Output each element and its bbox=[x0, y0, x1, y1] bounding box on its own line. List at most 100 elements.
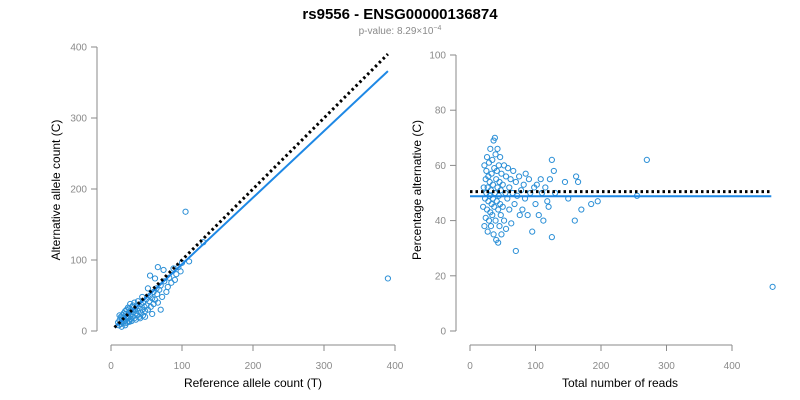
left-x-tick-label: 400 bbox=[387, 361, 404, 372]
left-data-point bbox=[141, 313, 149, 320]
right-data-point bbox=[488, 170, 495, 177]
right-data-point bbox=[506, 184, 513, 191]
right-data-point bbox=[510, 167, 517, 175]
right-data-point bbox=[489, 211, 496, 219]
right-data-point bbox=[495, 206, 502, 213]
right-data-point bbox=[512, 247, 519, 255]
right-data-point bbox=[769, 283, 776, 290]
left-x-tick-label: 100 bbox=[174, 361, 191, 372]
right-data-point bbox=[532, 200, 539, 208]
right-x-tick-label: 0 bbox=[467, 361, 473, 372]
right-data-point bbox=[482, 214, 489, 221]
right-data-point bbox=[594, 198, 601, 205]
right-data-point bbox=[497, 211, 504, 219]
left-data-point bbox=[144, 285, 152, 292]
left-data-point bbox=[177, 268, 184, 275]
left-x-ticks: 0 100 200 300 400 bbox=[108, 345, 404, 372]
right-y-tick-label: 40 bbox=[435, 216, 447, 227]
left-x-axis-label: Reference allele count (T) bbox=[184, 376, 322, 390]
right-data-point bbox=[492, 217, 499, 224]
right-data-point bbox=[537, 176, 544, 183]
right-data-point bbox=[485, 159, 493, 166]
right-y-tick-label: 0 bbox=[440, 327, 446, 338]
right-data-point bbox=[494, 145, 501, 152]
right-data-point bbox=[502, 173, 510, 180]
right-y-tick-label: 100 bbox=[429, 51, 446, 62]
left-y-ticks: 0 100 200 300 400 bbox=[70, 43, 97, 338]
right-x-tick-label: 100 bbox=[527, 361, 544, 372]
right-data-point bbox=[561, 178, 569, 186]
right-data-point bbox=[490, 231, 497, 238]
left-data-point bbox=[151, 275, 159, 282]
right-data-point bbox=[520, 181, 527, 188]
right-data-point bbox=[493, 198, 500, 205]
right-data-point bbox=[529, 228, 536, 235]
right-data-point bbox=[516, 211, 523, 219]
right-lines bbox=[470, 190, 772, 198]
right-data-point bbox=[498, 170, 505, 177]
right-data-point bbox=[540, 217, 547, 224]
left-y-tick-label: 400 bbox=[70, 43, 87, 54]
left-points bbox=[115, 208, 391, 330]
right-points bbox=[480, 134, 776, 290]
right-data-point bbox=[507, 176, 514, 183]
right-data-point bbox=[506, 206, 513, 213]
right-data-point bbox=[502, 225, 510, 232]
right-data-point bbox=[500, 217, 508, 224]
right-data-point bbox=[487, 223, 495, 230]
right-data-point bbox=[491, 134, 498, 141]
subtitle-prefix: p-value: 8.29×10 bbox=[359, 26, 434, 37]
right-data-point bbox=[493, 167, 500, 175]
right-data-point bbox=[487, 145, 494, 152]
right-data-point bbox=[516, 173, 523, 180]
right-y-ticks: 0 20 40 60 80 100 bbox=[429, 51, 456, 338]
right-data-point bbox=[548, 234, 555, 241]
right-data-point bbox=[573, 173, 580, 180]
left-data-point bbox=[157, 306, 164, 313]
right-data-point bbox=[498, 231, 505, 238]
right-data-point bbox=[481, 162, 488, 169]
subtitle-exponent: −4 bbox=[433, 25, 441, 32]
right-data-point bbox=[496, 223, 503, 230]
right-data-point bbox=[486, 178, 493, 186]
left-y-tick-label: 300 bbox=[70, 114, 87, 125]
left-data-point bbox=[164, 283, 171, 291]
right-data-point bbox=[495, 162, 502, 169]
right-data-point bbox=[489, 181, 497, 188]
right-data-point bbox=[481, 223, 488, 230]
chart-subtitle: p-value: 8.29×10−4 bbox=[359, 25, 442, 37]
right-data-point bbox=[496, 178, 503, 186]
right-data-point bbox=[489, 156, 496, 163]
right-data-point bbox=[504, 165, 512, 172]
left-data-point bbox=[150, 300, 157, 308]
right-data-point bbox=[519, 206, 526, 213]
chart-title: rs9556 - ENSG00000136874 bbox=[302, 6, 498, 23]
right-data-point bbox=[571, 217, 578, 224]
right-data-point bbox=[499, 203, 506, 210]
right-data-point bbox=[643, 156, 650, 163]
left-data-point bbox=[131, 299, 138, 306]
right-x-ticks: 0 100 200 300 400 bbox=[467, 345, 741, 372]
right-data-point bbox=[480, 184, 487, 191]
left-lines bbox=[113, 53, 389, 329]
left-data-point bbox=[168, 279, 175, 286]
left-data-point bbox=[163, 288, 170, 296]
left-data-point bbox=[182, 208, 189, 215]
left-data-point bbox=[154, 299, 161, 306]
left-data-point bbox=[132, 316, 139, 323]
right-data-point bbox=[574, 178, 582, 186]
right-data-point bbox=[542, 184, 549, 191]
left-x-tick-label: 300 bbox=[316, 361, 333, 372]
right-data-point bbox=[483, 206, 491, 213]
right-data-point bbox=[524, 211, 531, 219]
right-data-point bbox=[494, 184, 501, 191]
right-data-point bbox=[493, 176, 500, 183]
left-data-point bbox=[384, 275, 391, 282]
right-data-point bbox=[499, 181, 506, 188]
right-y-tick-label: 60 bbox=[435, 161, 447, 172]
right-data-point bbox=[535, 211, 542, 219]
right-data-point bbox=[588, 200, 595, 208]
left-y-tick-label: 100 bbox=[70, 256, 87, 267]
